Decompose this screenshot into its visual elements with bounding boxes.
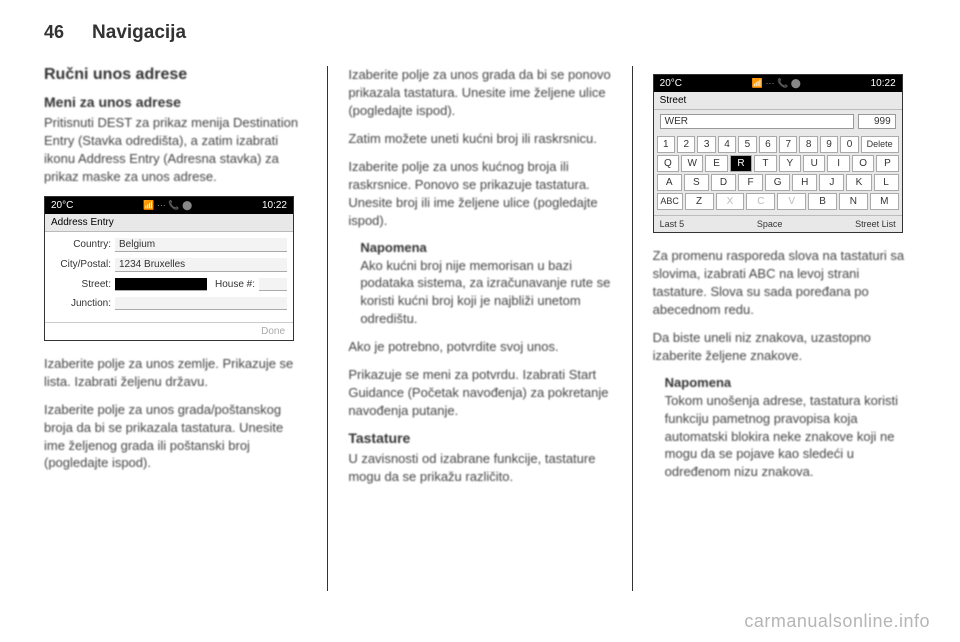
space-button: Space bbox=[757, 219, 783, 229]
key-j: J bbox=[819, 174, 844, 191]
key-f: F bbox=[738, 174, 763, 191]
paragraph: Izaberite polje za unos zemlje. Prikazuj… bbox=[44, 355, 307, 391]
status-temp: 20°C bbox=[660, 78, 682, 89]
sub-heading: Meni za unos adrese bbox=[44, 94, 307, 110]
paragraph: Pritisnuti DEST za prikaz menija Destina… bbox=[44, 114, 307, 186]
column-3: 20°C 📶 ⋯ 📞 ⬤ 10:22 Street WER 999 123456… bbox=[639, 66, 916, 591]
screen-title: Street bbox=[654, 92, 902, 110]
keyboard-screenshot: 20°C 📶 ⋯ 📞 ⬤ 10:22 Street WER 999 123456… bbox=[653, 74, 903, 233]
key-d: D bbox=[711, 174, 736, 191]
key-x: X bbox=[716, 193, 745, 210]
country-label: Country: bbox=[51, 239, 111, 250]
street-input: WER bbox=[660, 114, 854, 129]
section-heading: Ručni unos adrese bbox=[44, 66, 307, 84]
key-r: R bbox=[730, 155, 752, 172]
paragraph: Zatim možete uneti kućni broj ili raskrs… bbox=[348, 130, 611, 148]
note-label: Napomena bbox=[360, 240, 611, 255]
key-3: 3 bbox=[697, 136, 715, 153]
key-1: 1 bbox=[657, 136, 675, 153]
house-value bbox=[259, 278, 287, 291]
paragraph: Izaberite polje za unos grada da bi se p… bbox=[348, 66, 611, 120]
key-q: Q bbox=[657, 155, 679, 172]
city-label: City/Postal: bbox=[51, 259, 111, 270]
key-9: 9 bbox=[820, 136, 838, 153]
key-7: 7 bbox=[779, 136, 797, 153]
address-entry-screenshot: 20°C 📶 ⋯ 📞 ⬤ 10:22 Address Entry Country… bbox=[44, 196, 294, 341]
column-separator bbox=[327, 66, 328, 591]
column-2: Izaberite polje za unos grada da bi se p… bbox=[334, 66, 625, 591]
key-p: P bbox=[876, 155, 898, 172]
key-z: Z bbox=[685, 193, 714, 210]
key-n: N bbox=[839, 193, 868, 210]
note-body: Ako kućni broj nije memorisan u bazi pod… bbox=[360, 257, 611, 329]
street-value bbox=[115, 278, 207, 291]
key-i: I bbox=[827, 155, 849, 172]
key-k: K bbox=[846, 174, 871, 191]
streetlist-button: Street List bbox=[855, 219, 896, 229]
status-temp: 20°C bbox=[51, 200, 73, 211]
key-0: 0 bbox=[840, 136, 858, 153]
key-g: G bbox=[765, 174, 790, 191]
key-abc: ABC bbox=[657, 193, 683, 210]
key-8: 8 bbox=[799, 136, 817, 153]
house-label: House #: bbox=[215, 279, 255, 290]
junction-value bbox=[115, 297, 287, 310]
key-5: 5 bbox=[738, 136, 756, 153]
city-value: 1234 Bruxelles bbox=[115, 258, 287, 272]
status-time: 10:22 bbox=[262, 200, 287, 211]
key-b: B bbox=[808, 193, 837, 210]
key-6: 6 bbox=[759, 136, 777, 153]
status-icons: 📶 ⋯ 📞 ⬤ bbox=[143, 200, 192, 211]
key-y: Y bbox=[779, 155, 801, 172]
key-4: 4 bbox=[718, 136, 736, 153]
country-value: Belgium bbox=[115, 238, 287, 252]
junction-label: Junction: bbox=[51, 298, 111, 309]
key-l: L bbox=[874, 174, 899, 191]
status-icons: 📶 ⋯ 📞 ⬤ bbox=[752, 78, 801, 89]
key-2: 2 bbox=[677, 136, 695, 153]
paragraph: U zavisnosti od izabrane funkcije, tasta… bbox=[348, 450, 611, 486]
key-m: M bbox=[870, 193, 899, 210]
watermark: carmanualsonline.info bbox=[744, 611, 930, 632]
number-input: 999 bbox=[858, 114, 896, 129]
key-a: A bbox=[657, 174, 682, 191]
keyboard-heading: Tastature bbox=[348, 430, 611, 446]
paragraph: Izaberite polje za unos kućnog broja ili… bbox=[348, 158, 611, 230]
key-h: H bbox=[792, 174, 817, 191]
done-label: Done bbox=[45, 322, 293, 340]
last5-button: Last 5 bbox=[660, 219, 685, 229]
column-separator bbox=[632, 66, 633, 591]
key-t: T bbox=[754, 155, 776, 172]
keyboard: 1234567890Delete QWERTYUIOP ASDFGHJKL AB… bbox=[654, 133, 902, 215]
key-e: E bbox=[705, 155, 727, 172]
paragraph: Izaberite polje za unos grada/poštanskog… bbox=[44, 401, 307, 473]
key-s: S bbox=[684, 174, 709, 191]
key-delete: Delete bbox=[861, 136, 899, 153]
note-body: Tokom unošenja adrese, tastatura koristi… bbox=[665, 392, 916, 482]
key-v: V bbox=[777, 193, 806, 210]
page-title: Navigacija bbox=[92, 22, 186, 44]
street-label: Street: bbox=[51, 279, 111, 290]
key-u: U bbox=[803, 155, 825, 172]
key-o: O bbox=[852, 155, 874, 172]
paragraph: Prikazuje se meni za potvrdu. Izabrati S… bbox=[348, 366, 611, 420]
column-1: Ručni unos adrese Meni za unos adrese Pr… bbox=[44, 66, 321, 591]
note-label: Napomena bbox=[665, 375, 916, 390]
key-w: W bbox=[681, 155, 703, 172]
paragraph: Za promenu rasporeda slova na tastaturi … bbox=[653, 247, 916, 319]
screen-title: Address Entry bbox=[45, 214, 293, 232]
paragraph: Ako je potrebno, potvrdite svoj unos. bbox=[348, 338, 611, 356]
status-time: 10:22 bbox=[871, 78, 896, 89]
page-number: 46 bbox=[44, 22, 64, 43]
key-c: C bbox=[746, 193, 775, 210]
paragraph: Da biste uneli niz znakova, uzastopno iz… bbox=[653, 329, 916, 365]
